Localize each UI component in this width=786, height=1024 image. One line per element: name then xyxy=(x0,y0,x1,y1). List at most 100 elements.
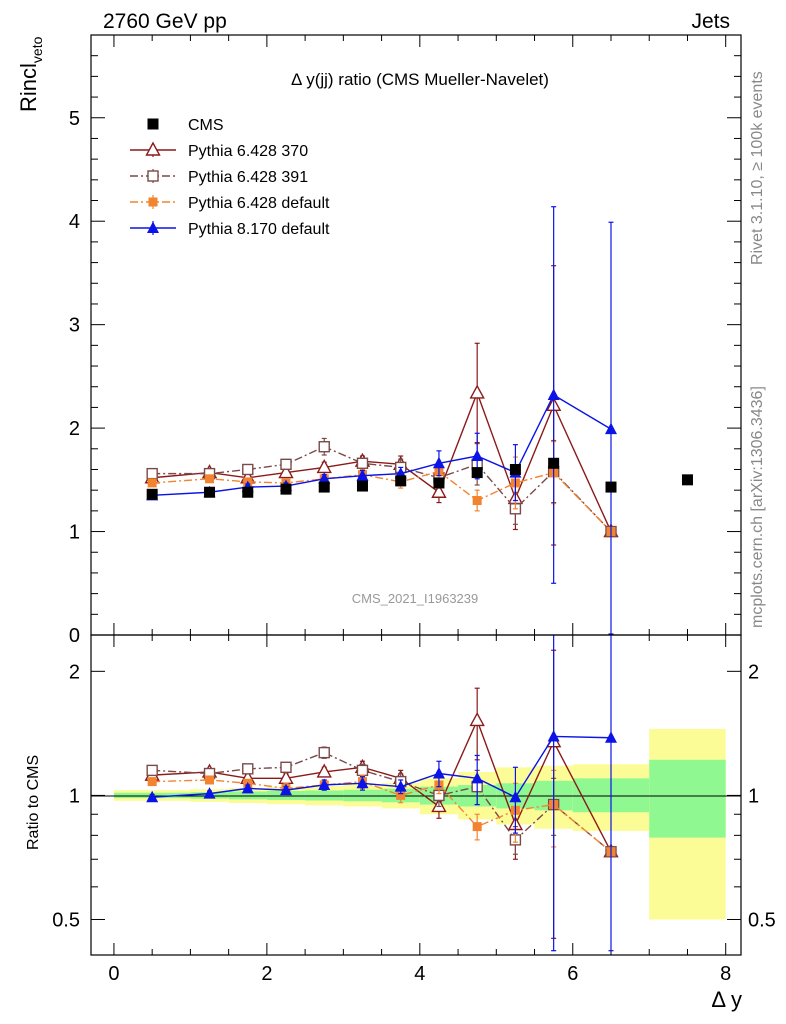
y-axis-label-ratio: Ratio to CMS xyxy=(25,755,42,850)
legend-label: Pythia 8.170 default xyxy=(188,221,330,238)
data-point xyxy=(356,469,369,481)
legend-label: Pythia 6.428 391 xyxy=(188,169,308,186)
header-energy: 2760 GeV pp xyxy=(103,10,227,33)
data-point xyxy=(147,777,157,787)
data-point xyxy=(204,486,216,498)
data-point xyxy=(472,496,482,506)
ratio-uncertainty-bands xyxy=(113,728,726,920)
series-pythia-6-428-370-main xyxy=(144,265,619,546)
series-line xyxy=(152,718,612,853)
data-point xyxy=(146,488,158,500)
legend-marker xyxy=(145,141,161,156)
series-cms-main xyxy=(146,457,693,500)
data-point xyxy=(433,477,445,489)
series-line xyxy=(152,394,612,497)
analysis-watermark: CMS_2021_I1963239 xyxy=(352,591,479,606)
data-point xyxy=(242,763,254,775)
data-point xyxy=(205,775,215,785)
data-point xyxy=(318,481,330,493)
ratio-y-tick-label-right: 1 xyxy=(748,785,759,807)
ratio-plot-frame xyxy=(90,634,742,956)
data-point xyxy=(146,764,158,777)
ratio-plot-series xyxy=(144,635,619,952)
x-tick-label: 8 xyxy=(720,963,731,985)
mcplots-reference: mcplots.cern.ch [arXiv:1306.3436] xyxy=(749,386,766,628)
legend: CMS Pythia 6.428 370 Pythia 6.428 391 Pythi… xyxy=(130,117,330,238)
data-point xyxy=(278,464,294,479)
y-axis-label-main: Rinclveto xyxy=(16,36,45,112)
data-point xyxy=(316,763,332,778)
data-point xyxy=(242,486,254,498)
legend-label: Pythia 6.428 370 xyxy=(188,143,308,160)
legend-entry-pythia-6-428-370: Pythia 6.428 370 xyxy=(130,141,308,160)
y-tick-label: 3 xyxy=(69,315,80,337)
data-point xyxy=(205,474,215,484)
uncertainty-band-inner xyxy=(228,791,267,800)
data-point xyxy=(471,449,484,462)
data-point xyxy=(509,790,522,803)
y-axis-label-subscript: veto xyxy=(29,36,45,63)
series-line xyxy=(152,751,612,853)
ratio-y-tick-label-right: 0.5 xyxy=(748,909,776,931)
data-point xyxy=(146,467,158,480)
data-point xyxy=(242,463,254,476)
data-point xyxy=(394,780,407,792)
data-point xyxy=(280,458,292,471)
y-tick-label: 0 xyxy=(69,625,80,647)
data-point xyxy=(318,746,330,759)
data-point xyxy=(605,481,617,493)
data-point xyxy=(547,388,560,400)
data-point xyxy=(396,790,406,800)
data-point xyxy=(469,711,485,727)
ratio-plot-panel: 0 2 4 6 8 0.5 0.5 1 1 2 2 Ratio to CMS Δ y xyxy=(25,634,776,1012)
x-axis-label: Δ y xyxy=(711,987,742,1012)
series-pythia-6-428-default-main xyxy=(147,440,616,537)
data-point xyxy=(280,761,292,773)
legend-marker xyxy=(147,170,159,182)
series-line xyxy=(152,735,612,799)
x-tick-label: 6 xyxy=(567,963,578,985)
data-point xyxy=(241,781,254,794)
y-tick-label: 5 xyxy=(69,108,80,130)
series-pythia-6-428-391-main xyxy=(146,437,617,538)
data-point xyxy=(548,457,560,469)
x-tick-label: 0 xyxy=(108,963,119,985)
svg-text:Rinclveto: Rinclveto xyxy=(16,36,45,112)
main-plot-panel: 0 1 2 3 4 5 Δ y(jj) ratio (CMS Mueller-Navele… xyxy=(16,34,742,647)
series-line xyxy=(152,445,612,533)
uncertainty-band-inner xyxy=(649,759,726,838)
data-point xyxy=(318,778,331,790)
data-point xyxy=(547,729,560,742)
legend-marker xyxy=(147,221,159,233)
ratio-plot-ticks: 0 2 4 6 8 0.5 0.5 1 1 2 2 xyxy=(52,661,776,985)
uncertainty-band-inner xyxy=(343,789,382,802)
y-tick-label: 2 xyxy=(69,418,80,440)
series-pythia-8-170-default-main xyxy=(146,206,617,635)
data-point xyxy=(280,783,292,796)
header-process: Jets xyxy=(691,10,730,33)
ratio-y-tick-label: 1 xyxy=(69,785,80,807)
legend-entry-pythia-6-428-391: Pythia 6.428 391 xyxy=(130,169,308,186)
y-axis-label-main-text: Rincl xyxy=(16,63,41,112)
main-plot-series xyxy=(144,206,693,635)
ratio-y-tick-label: 2 xyxy=(69,661,80,683)
legend-marker xyxy=(148,197,158,207)
data-point xyxy=(472,822,482,832)
data-point xyxy=(605,731,617,743)
legend-label: Pythia 6.428 default xyxy=(188,195,330,212)
data-point xyxy=(469,384,485,399)
data-point xyxy=(432,767,445,779)
data-point xyxy=(432,456,445,469)
data-point xyxy=(318,441,330,453)
data-point xyxy=(471,467,483,479)
data-point xyxy=(318,472,331,484)
plot-title: Δ y(jj) ratio (CMS Mueller-Navelet) xyxy=(291,70,549,89)
x-tick-label: 2 xyxy=(261,963,272,985)
series-pythia-8-170-default-ratio xyxy=(146,635,617,952)
data-point xyxy=(509,463,521,475)
data-point xyxy=(203,787,216,799)
data-point xyxy=(146,790,159,803)
ratio-y-tick-label-right: 2 xyxy=(748,661,759,683)
legend-entry-pythia-6-428-default: Pythia 6.428 default xyxy=(130,195,330,212)
